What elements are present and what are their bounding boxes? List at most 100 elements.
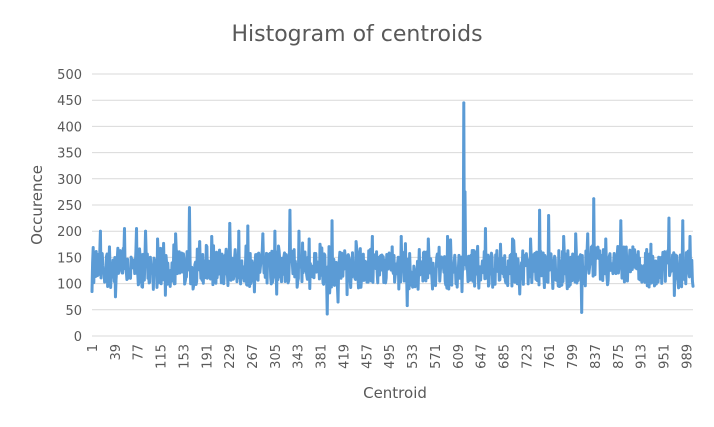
x-tick-label: 571	[429, 344, 444, 369]
y-tick-label: 350	[57, 147, 82, 162]
data-point-560	[426, 237, 430, 241]
y-axis-ticks: 0 50 100 150 200 250 300 350 400 450 500	[57, 68, 82, 345]
data-point-440	[354, 240, 358, 244]
data-point-90	[144, 229, 147, 233]
data-point-983	[681, 219, 685, 223]
y-tick-label: 300	[57, 173, 82, 188]
data-point-1	[90, 290, 94, 293]
data-point-930	[649, 242, 653, 246]
x-tick-label: 305	[269, 344, 284, 369]
x-tick-label: 457	[360, 344, 375, 369]
data-point-785	[562, 235, 566, 238]
x-tick-label: 267	[246, 344, 261, 369]
data-point-380	[318, 242, 322, 246]
x-tick-label: 77	[132, 344, 147, 361]
data-point-500	[390, 245, 394, 249]
data-point-805	[574, 232, 578, 236]
y-tick-label: 150	[57, 251, 82, 266]
x-tick-label: 799	[566, 344, 581, 369]
y-tick-label: 250	[57, 199, 82, 214]
data-point-745	[538, 208, 541, 212]
x-tick-label: 115	[155, 344, 170, 369]
data-point-230	[228, 221, 232, 225]
x-tick-label: 343	[292, 344, 307, 369]
series-layer	[90, 101, 695, 316]
data-point-655	[484, 227, 487, 230]
data-point-392	[325, 312, 329, 316]
x-axis-title: Centroid	[363, 384, 427, 402]
data-point-200	[210, 235, 214, 238]
x-tick-label: 761	[543, 344, 558, 369]
data-point-525	[405, 304, 409, 308]
data-point-163	[188, 206, 191, 210]
x-tick-label: 723	[520, 344, 535, 369]
x-tick-label: 381	[315, 344, 330, 369]
data-point-140	[174, 232, 178, 236]
data-point-30	[108, 245, 111, 249]
x-tick-label: 191	[200, 344, 215, 369]
data-point-75	[135, 227, 138, 230]
data-point-900	[631, 245, 635, 249]
y-tick-label: 450	[57, 94, 82, 109]
x-tick-label: 989	[680, 344, 695, 369]
chart-title: Histogram of centroids	[231, 22, 482, 47]
data-point-680	[499, 242, 502, 246]
data-point-835	[592, 197, 596, 201]
y-tick-label: 0	[74, 330, 82, 345]
y-axis-title: Occurence	[28, 165, 46, 245]
data-point-285	[261, 232, 265, 236]
data-point-410	[336, 300, 340, 304]
x-tick-label: 913	[635, 344, 650, 369]
data-point-880	[619, 219, 623, 223]
x-tick-label: 647	[475, 344, 490, 369]
data-point-467	[370, 235, 374, 238]
data-point-15	[99, 229, 102, 233]
data-point-362	[307, 237, 311, 241]
x-tick-label: 39	[109, 344, 124, 361]
data-point-760	[547, 214, 551, 217]
x-tick-label: 229	[223, 344, 238, 369]
data-point-640	[475, 250, 478, 254]
data-point-305	[273, 229, 277, 233]
data-point-855	[604, 237, 608, 241]
data-point-1000	[691, 284, 695, 288]
gridlines	[92, 73, 693, 337]
series-line	[90, 101, 695, 316]
data-point-815	[580, 311, 584, 314]
data-point-260	[246, 224, 250, 228]
x-tick-label: 153	[177, 344, 192, 369]
x-tick-label: 837	[589, 344, 604, 369]
data-point-700	[511, 237, 514, 241]
data-point-960	[667, 216, 671, 220]
data-point-619	[462, 101, 466, 105]
x-tick-label: 495	[383, 344, 398, 369]
x-tick-label: 419	[337, 344, 352, 369]
y-tick-label: 50	[65, 304, 82, 319]
data-point-330	[288, 208, 292, 212]
data-point-400	[330, 219, 334, 223]
data-point-825	[586, 232, 590, 236]
y-tick-label: 100	[57, 278, 82, 293]
data-point-995	[688, 235, 692, 238]
data-point-515	[399, 235, 403, 238]
x-tick-label: 875	[612, 344, 627, 369]
data-point-180	[198, 240, 202, 244]
data-point-40	[114, 295, 117, 299]
x-tick-label: 609	[452, 344, 467, 369]
data-point-345	[297, 229, 301, 233]
data-point-592	[446, 235, 449, 238]
data-point-730	[529, 237, 532, 241]
x-tick-label: 685	[497, 344, 512, 369]
y-tick-label: 200	[57, 225, 82, 240]
x-tick-label: 951	[658, 344, 673, 369]
data-point-55	[123, 227, 126, 230]
y-tick-label: 500	[57, 68, 82, 83]
x-tick-label: 1	[86, 344, 101, 352]
data-point-245	[237, 229, 241, 233]
y-tick-label: 400	[57, 120, 82, 135]
data-point-110	[156, 237, 159, 241]
x-tick-label: 533	[406, 344, 421, 369]
data-point-621	[463, 190, 467, 194]
